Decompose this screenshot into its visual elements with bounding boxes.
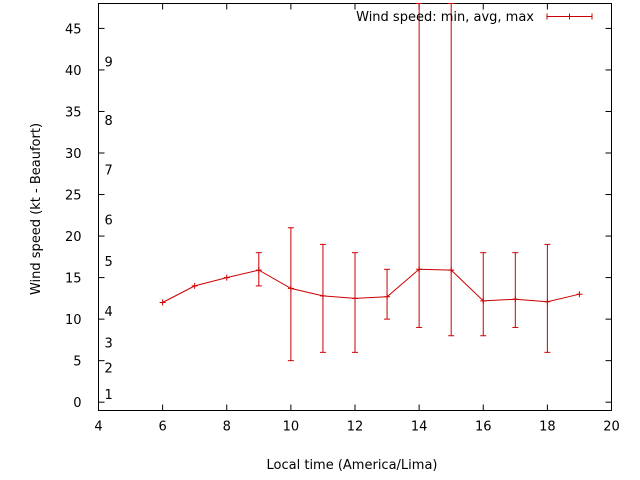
y-axis-title: Wind speed (kt - Beaufort) <box>29 123 44 295</box>
data-point <box>576 291 583 298</box>
y-tick-label: 20 <box>65 230 82 245</box>
legend: Wind speed: min, avg, max <box>356 10 593 25</box>
beaufort-label: 9 <box>105 56 113 71</box>
x-tick-label: 10 <box>283 420 300 435</box>
beaufort-label: 7 <box>105 164 113 179</box>
y-tick-label: 0 <box>73 396 81 411</box>
y-tick-label: 45 <box>65 22 82 37</box>
legend-sample <box>546 13 593 20</box>
data-point <box>159 299 166 306</box>
data-point <box>384 293 391 300</box>
x-tick-label: 20 <box>603 420 620 435</box>
x-tick-label: 14 <box>411 420 428 435</box>
beaufort-scale: 1 2 3 4 5 6 7 8 9 <box>105 56 113 403</box>
y-tick-label: 10 <box>65 313 82 328</box>
beaufort-label: 3 <box>105 336 113 351</box>
wind-speed-series <box>159 3 583 362</box>
avg-line <box>162 268 580 303</box>
data-point <box>319 292 326 299</box>
data-point <box>448 267 455 274</box>
data-point <box>255 267 262 274</box>
y-tick-label: 35 <box>65 105 82 120</box>
data-point <box>512 296 519 303</box>
x-tick-label: 4 <box>94 420 102 435</box>
data-point <box>416 266 423 273</box>
x-tick-label: 6 <box>158 420 166 435</box>
x-tick-label: 16 <box>475 420 492 435</box>
beaufort-label: 2 <box>105 361 113 376</box>
data-point <box>287 285 294 292</box>
data-point <box>191 282 198 289</box>
legend-label: Wind speed: min, avg, max <box>356 10 534 25</box>
beaufort-label: 5 <box>105 255 113 270</box>
y-tick-label: 25 <box>65 189 82 204</box>
beaufort-label: 1 <box>105 388 113 403</box>
x-tick-label: 8 <box>223 420 231 435</box>
y-tick-label: 15 <box>65 272 82 287</box>
beaufort-label: 4 <box>105 305 113 320</box>
legend-point <box>566 13 573 20</box>
data-point <box>480 297 487 304</box>
y-tick-label: 30 <box>65 147 82 162</box>
data-point <box>223 274 230 281</box>
y-tick-label: 40 <box>65 64 82 79</box>
x-axis-title: Local time (America/Lima) <box>267 458 438 473</box>
beaufort-label: 6 <box>105 213 113 228</box>
data-point <box>352 295 358 302</box>
y-tick-label: 5 <box>73 355 81 370</box>
data-point <box>544 298 551 305</box>
beaufort-label: 8 <box>105 114 113 129</box>
x-tick-label: 18 <box>539 420 556 435</box>
x-tick-label: 12 <box>347 420 364 435</box>
